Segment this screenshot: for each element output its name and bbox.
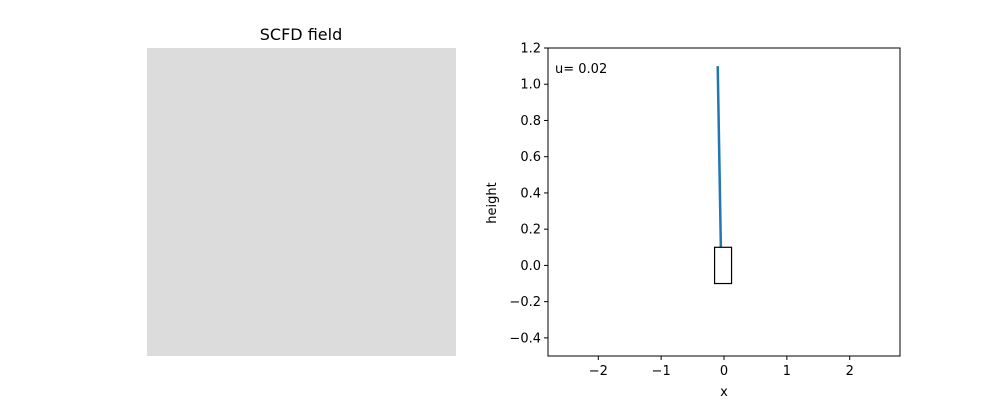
cartpole-panel: −0.4 −0.2 0.0 0.2 0.4 0.6 0.8 1.0 1.2 −2 −1 0 1 2 u=… bbox=[485, 42, 901, 400]
x-tick-label: 0 bbox=[720, 364, 728, 379]
y-tick-label: 0.8 bbox=[520, 114, 541, 129]
y-tick-label: 0.4 bbox=[520, 186, 541, 201]
pole-line bbox=[716, 66, 723, 248]
x-tick-label: −2 bbox=[589, 364, 608, 379]
y-tick-label: 1.0 bbox=[520, 78, 541, 93]
x-tick-label: −1 bbox=[652, 364, 671, 379]
scfd-panel: SCFD field bbox=[147, 25, 456, 356]
y-tick-label: 0.0 bbox=[520, 259, 541, 274]
x-ticks: −2 −1 0 1 2 bbox=[589, 356, 854, 379]
cart-rect bbox=[713, 246, 733, 285]
y-tick-label: −0.2 bbox=[509, 295, 541, 310]
y-tick-label: −0.4 bbox=[509, 331, 541, 346]
y-tick-label: 0.2 bbox=[520, 223, 541, 238]
x-axis-label: x bbox=[720, 385, 728, 400]
x-tick-label: 1 bbox=[783, 364, 791, 379]
scfd-field-image bbox=[147, 48, 456, 356]
y-axis-label: height bbox=[485, 182, 500, 223]
y-ticks: −0.4 −0.2 0.0 0.2 0.4 0.6 0.8 1.0 1.2 bbox=[509, 42, 548, 346]
scfd-title: SCFD field bbox=[260, 25, 342, 44]
x-tick-label: 2 bbox=[846, 364, 854, 379]
y-tick-label: 0.6 bbox=[520, 150, 541, 165]
u-annotation: u= 0.02 bbox=[555, 62, 607, 77]
plot-frame bbox=[547, 47, 901, 357]
y-tick-label: 1.2 bbox=[520, 42, 541, 57]
